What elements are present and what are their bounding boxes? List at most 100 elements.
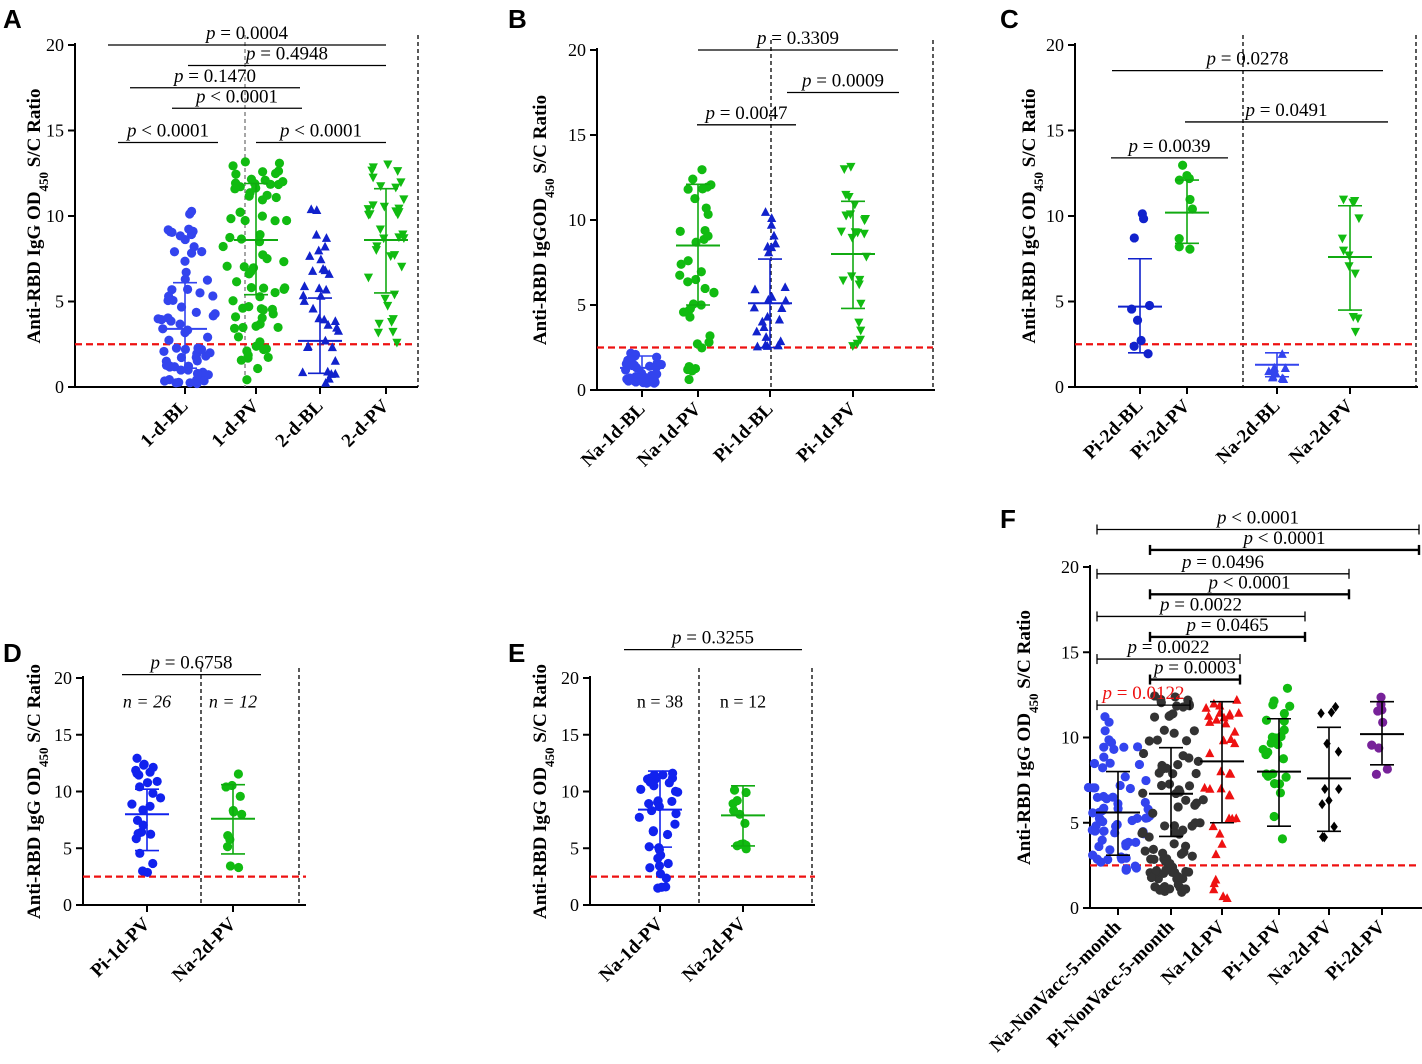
data-point bbox=[302, 342, 313, 352]
data-point bbox=[1282, 683, 1293, 693]
data-point bbox=[1215, 828, 1225, 838]
data-point bbox=[169, 247, 180, 257]
data-point bbox=[769, 230, 779, 240]
data-point bbox=[240, 215, 250, 226]
data-point bbox=[371, 246, 381, 255]
data-point bbox=[1205, 717, 1215, 726]
data-point bbox=[1099, 742, 1109, 752]
data-point bbox=[670, 786, 681, 796]
data-point bbox=[1125, 783, 1135, 794]
data-point bbox=[1191, 798, 1202, 808]
y-tick-label: 0 bbox=[55, 377, 64, 397]
data-point bbox=[373, 328, 383, 338]
data-point bbox=[233, 862, 244, 873]
p-value-label: p = 0.0491 bbox=[1244, 100, 1328, 121]
p-value-label: p = 0.0039 bbox=[1127, 136, 1211, 157]
data-point bbox=[1335, 783, 1343, 795]
data-point bbox=[1382, 764, 1392, 774]
data-point bbox=[230, 312, 241, 322]
data-point bbox=[654, 861, 665, 871]
data-point bbox=[1278, 374, 1289, 383]
data-point bbox=[1152, 735, 1163, 745]
comparison: p = 0.0122 bbox=[1096, 683, 1191, 711]
data-point bbox=[1131, 837, 1141, 847]
x-tick-label: Na-2d-PV bbox=[678, 913, 751, 986]
data-point bbox=[1187, 851, 1197, 861]
data-point bbox=[228, 161, 238, 171]
data-point bbox=[311, 229, 322, 239]
data-point bbox=[844, 192, 854, 202]
data-point bbox=[1176, 849, 1187, 859]
comparison: p = 0.0003 bbox=[1148, 658, 1242, 685]
y-axis-label: Anti-RBD IgG OD450 S/C Ratio bbox=[530, 664, 557, 919]
data-point bbox=[1208, 821, 1218, 831]
data-point bbox=[1115, 780, 1125, 791]
data-point bbox=[841, 211, 851, 221]
p-value-label: p < 0.0001 bbox=[1207, 572, 1291, 593]
p-value-label: p = 0.0004 bbox=[204, 23, 288, 44]
data-point bbox=[1279, 708, 1289, 719]
data-point bbox=[1090, 783, 1100, 793]
data-point bbox=[273, 166, 284, 176]
data-point bbox=[636, 784, 646, 794]
data-point bbox=[135, 782, 145, 792]
data-point bbox=[1321, 783, 1329, 795]
data-point bbox=[191, 307, 201, 317]
data-point bbox=[242, 375, 252, 385]
data-point bbox=[237, 809, 247, 819]
data-point bbox=[146, 829, 156, 839]
data-point bbox=[1234, 708, 1244, 717]
data-point bbox=[393, 167, 403, 176]
data-point bbox=[379, 234, 389, 244]
p-value-label: p = 0.0022 bbox=[1158, 594, 1242, 615]
data-point bbox=[251, 321, 261, 331]
data-point bbox=[670, 819, 680, 829]
data-point bbox=[1160, 821, 1170, 831]
data-point bbox=[238, 322, 248, 333]
data-point bbox=[1119, 742, 1129, 752]
data-point bbox=[1099, 752, 1109, 762]
data-point bbox=[1164, 779, 1175, 789]
data-point bbox=[1271, 733, 1281, 743]
x-tick-label: Pi-1d-PV bbox=[87, 913, 155, 981]
data-point bbox=[1088, 850, 1098, 860]
data-point bbox=[314, 245, 324, 255]
data-point bbox=[1216, 766, 1226, 776]
p-value-label: p = 0.0022 bbox=[1126, 637, 1210, 658]
data-point bbox=[1327, 707, 1336, 718]
data-point bbox=[1279, 716, 1289, 726]
data-point bbox=[1121, 841, 1131, 851]
data-point bbox=[246, 267, 256, 277]
p-value-label: p < 0.0001 bbox=[278, 120, 362, 141]
y-tick-label: 0 bbox=[1070, 898, 1079, 918]
data-point bbox=[1183, 695, 1193, 705]
data-point bbox=[363, 205, 373, 214]
data-point bbox=[155, 793, 166, 803]
data-point bbox=[1178, 825, 1188, 835]
data-point bbox=[148, 858, 158, 869]
data-point bbox=[1140, 846, 1150, 856]
data-point bbox=[1354, 214, 1364, 224]
comparison: p = 0.3255 bbox=[624, 628, 802, 651]
data-point bbox=[1144, 300, 1155, 311]
data-point bbox=[388, 327, 398, 337]
data-point bbox=[855, 335, 865, 345]
data-point bbox=[1173, 802, 1183, 812]
data-point bbox=[740, 818, 750, 828]
data-point bbox=[298, 367, 308, 377]
data-point bbox=[1144, 736, 1154, 746]
data-point bbox=[1209, 884, 1219, 894]
y-tick-label: 15 bbox=[46, 121, 64, 141]
data-point bbox=[387, 318, 397, 327]
data-point bbox=[1330, 821, 1338, 832]
data-point bbox=[1172, 701, 1182, 711]
data-point bbox=[1338, 246, 1349, 256]
data-point bbox=[324, 373, 334, 383]
data-point bbox=[697, 343, 707, 353]
data-point bbox=[1318, 831, 1327, 843]
data-point bbox=[1169, 839, 1179, 849]
data-point bbox=[148, 762, 158, 772]
data-point bbox=[766, 220, 777, 229]
data-point bbox=[1280, 363, 1290, 373]
